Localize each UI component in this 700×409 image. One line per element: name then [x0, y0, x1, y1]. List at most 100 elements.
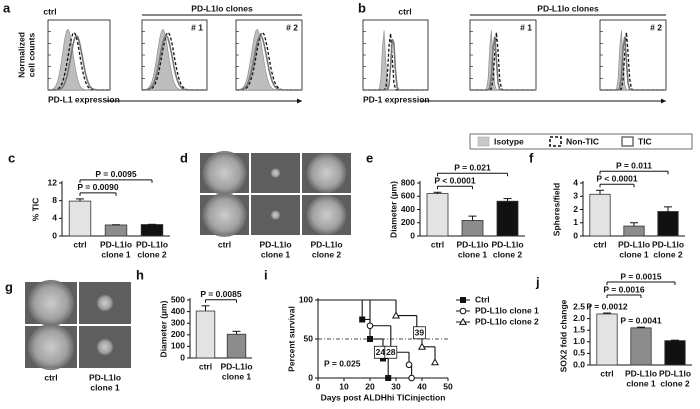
x-axis-label: Days post ALDHhi TICinjection — [321, 392, 446, 402]
p-value: P = 0.0016 — [603, 284, 644, 294]
x-tick-label: 10 — [339, 381, 349, 391]
y-tick-label: 2.5 — [573, 301, 585, 311]
panel-label: j — [535, 274, 540, 289]
bar — [589, 193, 611, 237]
image-caption: PD-L1lo — [89, 372, 121, 382]
y-tick-label: 0 — [52, 230, 57, 240]
bar — [664, 340, 686, 366]
legend-marker — [458, 317, 468, 325]
y-axis-label: SOX2 fold change — [558, 299, 568, 372]
image-caption: ctrl — [44, 372, 57, 382]
tic-curve — [600, 36, 666, 91]
y-axis-label: Diameter (µm) — [158, 300, 168, 357]
p-value: P = 0.0085 — [200, 289, 241, 299]
y-tick-label: 100 — [299, 294, 313, 304]
sphere — [27, 279, 75, 327]
y-axis-label: Spheres/field — [551, 183, 561, 236]
y-tick-label: 12 — [48, 177, 58, 187]
survival-point — [430, 358, 440, 366]
bar — [104, 224, 128, 237]
image-caption: PD-L1lo — [310, 239, 342, 249]
panel-label: e — [366, 150, 373, 165]
isotype-peak — [470, 30, 536, 91]
sphere — [270, 210, 281, 220]
x-tick-label: PD-L1lo — [625, 368, 657, 378]
y-tick-label: 50 — [304, 333, 314, 343]
y-axis-label: Percent survival — [286, 306, 296, 372]
x-tick-label: ctrl — [600, 368, 613, 378]
tic-curve — [48, 34, 110, 91]
panel-label: h — [136, 267, 144, 282]
histogram-frame — [47, 19, 111, 91]
p-value: P < 0.0001 — [434, 176, 475, 186]
y-axis-label: Normalized — [16, 32, 26, 78]
tic-curve — [363, 38, 428, 91]
bar — [657, 211, 679, 237]
sphere — [270, 168, 281, 178]
value-note: P = 0.0012 — [586, 301, 627, 311]
y-tick-label: 1.0 — [573, 336, 585, 346]
y-tick-label: 4 — [52, 213, 57, 223]
y-tick-label: 0.0 — [573, 359, 585, 369]
y-tick-label: 400 — [401, 204, 415, 214]
y-axis-label: % TIC — [30, 198, 40, 222]
image-caption: PD-L1lo — [259, 239, 291, 249]
x-tick-label: PD-L1lo — [491, 239, 523, 249]
sphere — [96, 294, 114, 312]
legend-swatch — [477, 136, 490, 147]
x-tick-label: clone 1 — [619, 249, 649, 259]
ctrl-title: ctrl — [398, 6, 411, 16]
survival-point — [405, 361, 413, 369]
sphere — [96, 338, 114, 356]
bar — [226, 333, 247, 359]
p-value: P < 0.0001 — [596, 174, 637, 184]
x-tick-label: PD-L1lo — [659, 368, 691, 378]
legend-frame — [469, 133, 693, 150]
survival-point — [366, 322, 374, 330]
y-tick-label: 0 — [573, 230, 578, 240]
bar — [623, 225, 645, 237]
sphere — [306, 195, 347, 235]
bar — [68, 200, 92, 237]
y-tick-label: 100 — [171, 341, 185, 351]
y-tick-label: 400 — [171, 306, 185, 316]
bar — [195, 310, 216, 359]
x-tick-label: PD-L1lo — [456, 239, 488, 249]
median-box — [412, 326, 426, 340]
y-tick-label: 0 — [308, 372, 313, 382]
image-caption: ctrl — [218, 239, 231, 249]
y-tick-label: 8 — [52, 195, 57, 205]
y-tick-label: 600 — [401, 191, 415, 201]
y-tick-label: 2.0 — [573, 313, 585, 323]
x-tick-label: clone 1 — [458, 249, 488, 259]
y-tick-label: 1.5 — [573, 324, 585, 334]
median-label: 39 — [415, 328, 425, 338]
x-axis-label: PD-L1 expression — [48, 94, 120, 104]
p-value: P = 0.0015 — [620, 271, 661, 281]
legend-label: TIC — [638, 136, 652, 146]
x-axis-label: PD-1 expression — [363, 94, 430, 104]
y-tick-label: 0.5 — [573, 348, 585, 358]
bar — [140, 224, 164, 237]
p-value: P = 0.025 — [324, 358, 361, 368]
sphere — [306, 153, 347, 193]
x-tick-label: clone 2 — [653, 249, 683, 259]
bar — [596, 313, 618, 366]
bar — [630, 327, 652, 366]
legend-marker — [459, 307, 467, 315]
x-tick-label: clone 1 — [101, 249, 131, 259]
arrow-head — [661, 98, 666, 104]
x-tick-label: 20 — [365, 381, 375, 391]
panel-label: i — [264, 267, 268, 282]
survival-point — [417, 342, 427, 350]
x-tick-label: ctrl — [431, 239, 444, 249]
clone-tag: # 2 — [650, 22, 662, 32]
y-tick-label: 0 — [410, 230, 415, 240]
x-tick-label: clone 1 — [626, 378, 656, 388]
x-tick-label: 30 — [391, 381, 401, 391]
x-tick-label: PD-L1lo — [136, 239, 168, 249]
x-tick-label: PD-L1lo — [220, 361, 252, 371]
x-tick-label: ctrl — [73, 239, 86, 249]
y-axis-label: Diameter (µm) — [388, 181, 398, 238]
